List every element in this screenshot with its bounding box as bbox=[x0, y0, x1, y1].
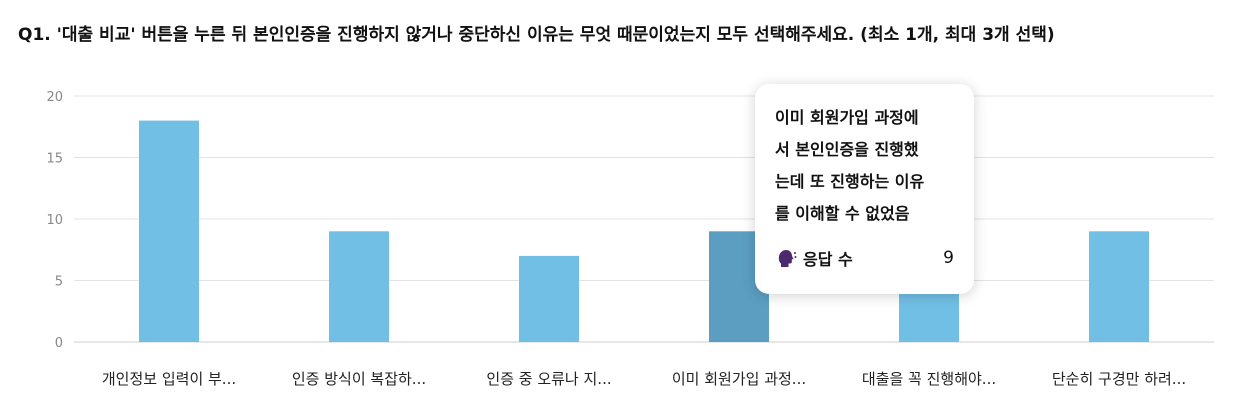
bar-tooltip: 이미 회원가입 과정에 서 본인인증을 진행했 는데 또 진행하는 이유 를 이… bbox=[755, 84, 974, 294]
x-tick-label: 단순히 구경만 하려... bbox=[1052, 370, 1186, 388]
tooltip-metric-value: 9 bbox=[943, 248, 954, 268]
x-axis-labels: 개인정보 입력이 부... 인증 방식이 복잡하... 인증 중 오류나 지... 이… bbox=[102, 370, 1186, 388]
gridlines bbox=[74, 95, 1214, 343]
x-tick-label: 인증 방식이 복잡하... bbox=[292, 370, 426, 388]
y-tick-label: 5 bbox=[55, 275, 63, 290]
bar[interactable] bbox=[1089, 231, 1149, 342]
bar[interactable] bbox=[139, 120, 199, 342]
y-axis-ticks: 0 5 10 15 20 bbox=[46, 90, 63, 351]
x-tick-label: 이미 회원가입 과정... bbox=[672, 370, 806, 388]
y-tick-label: 10 bbox=[46, 213, 63, 228]
question-title: Q1. '대출 비교' 버튼을 누른 뒤 본인인증을 진행하지 않거나 중단하신… bbox=[18, 25, 1055, 45]
x-tick-label: 대출을 꼭 진행해야... bbox=[862, 370, 996, 388]
x-tick-label: 인증 중 오류나 지... bbox=[486, 370, 611, 388]
x-tick-label: 개인정보 입력이 부... bbox=[102, 370, 236, 388]
tooltip-metric-row: 응답 수 9 bbox=[775, 246, 954, 270]
y-tick-label: 15 bbox=[46, 152, 63, 167]
bar[interactable] bbox=[329, 231, 389, 342]
y-tick-label: 20 bbox=[46, 90, 63, 105]
bars bbox=[139, 120, 1149, 342]
speaking-head-icon bbox=[778, 250, 797, 267]
y-tick-label: 0 bbox=[55, 336, 63, 351]
tooltip-metric-label: 응답 수 bbox=[803, 250, 853, 269]
bar[interactable] bbox=[519, 255, 579, 342]
tooltip-title: 이미 회원가입 과정에 서 본인인증을 진행했 는데 또 진행하는 이유 를 이… bbox=[775, 108, 925, 223]
